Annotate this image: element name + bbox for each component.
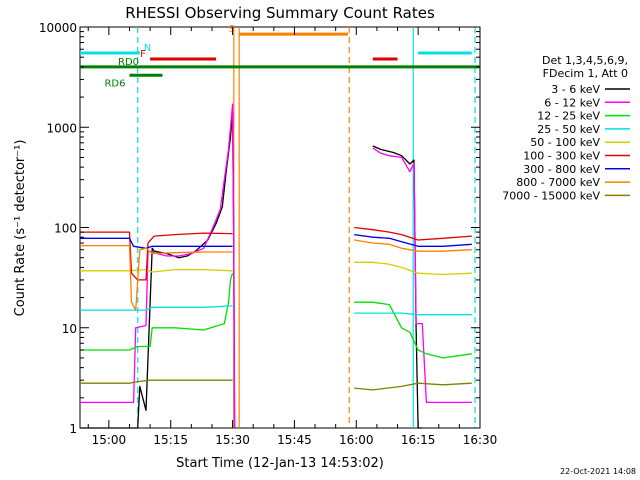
series-line-6 [80,231,233,281]
axis-ticks: 15:00 15:15 15:30 15:45 16:00 16:15 16:30 1 10 10… [39,21,497,447]
x-tick-label: 15:00 [92,433,127,447]
legend-label: 50 - 100 keV [530,136,600,149]
legend-label: 7000 - 15000 keV [502,189,600,202]
series-line-6 [354,226,472,241]
y-tick-label: 10000 [39,21,77,35]
x-axis-label: Start Time (12-Jan-13 14:53:02) [176,456,384,471]
legend: Det 1,3,4,5,6,9,FDecim 1, Att 0 3 - 6 keV… [502,54,630,202]
legend-label: 12 - 25 keV [537,110,600,123]
series-line-7 [80,237,233,249]
legend-header: Det 1,3,4,5,6,9, [542,54,628,67]
y-tick-label: 1 [69,422,77,436]
legend-label: 100 - 300 keV [523,150,600,163]
series-line-1 [372,145,423,429]
series-line-2 [372,147,472,404]
series-line-4 [80,305,233,311]
flag-label-rd6: RD6 [104,78,125,89]
series-lines [80,103,472,429]
legend-label: 3 - 6 keV [551,83,600,96]
legend-label: 300 - 800 keV [523,163,600,176]
y-tick-label: 1000 [46,121,77,135]
x-tick-label: 15:30 [215,433,250,447]
footer-date: 22-Oct-2021 14:08 [560,467,636,476]
chart-title: RHESSI Observing Summary Count Rates [125,4,435,22]
y-tick-label: 10 [62,322,77,336]
series-line-5 [354,261,472,276]
flag-bars: NF S RD0 RD6 [80,24,480,89]
y-axis-label: Count Rate (s⁻¹ detector⁻¹) [13,140,28,317]
x-tick-label: 15:45 [277,433,312,447]
plot-frame [79,26,481,429]
series-line-9 [80,379,233,384]
axes-frame [79,26,481,429]
series-line-9 [354,382,472,391]
series-line-5 [80,268,233,273]
legend-label: 800 - 7000 keV [516,176,600,189]
x-tick-label: 16:30 [463,433,498,447]
series-line-8 [80,244,233,311]
legend-label: 6 - 12 keV [544,96,600,109]
series-line-2 [80,103,236,429]
legend-header: FDecim 1, Att 0 [543,67,628,80]
series-line-3 [80,273,234,351]
x-tick-label: 15:15 [153,433,188,447]
series-line-4 [354,312,472,316]
flag-label-n: N [144,43,151,54]
y-tick-label: 100 [54,222,77,236]
series-line-3 [354,301,472,359]
flag-label-f: F [140,49,146,60]
x-tick-label: 16:00 [339,433,374,447]
flag-label-rd0: RD0 [118,57,139,68]
legend-label: 25 - 50 keV [537,123,600,136]
series-line-8 [354,239,472,252]
flag-label-s: S [229,24,235,35]
series-line-7 [354,233,472,247]
x-tick-label: 16:15 [401,433,436,447]
